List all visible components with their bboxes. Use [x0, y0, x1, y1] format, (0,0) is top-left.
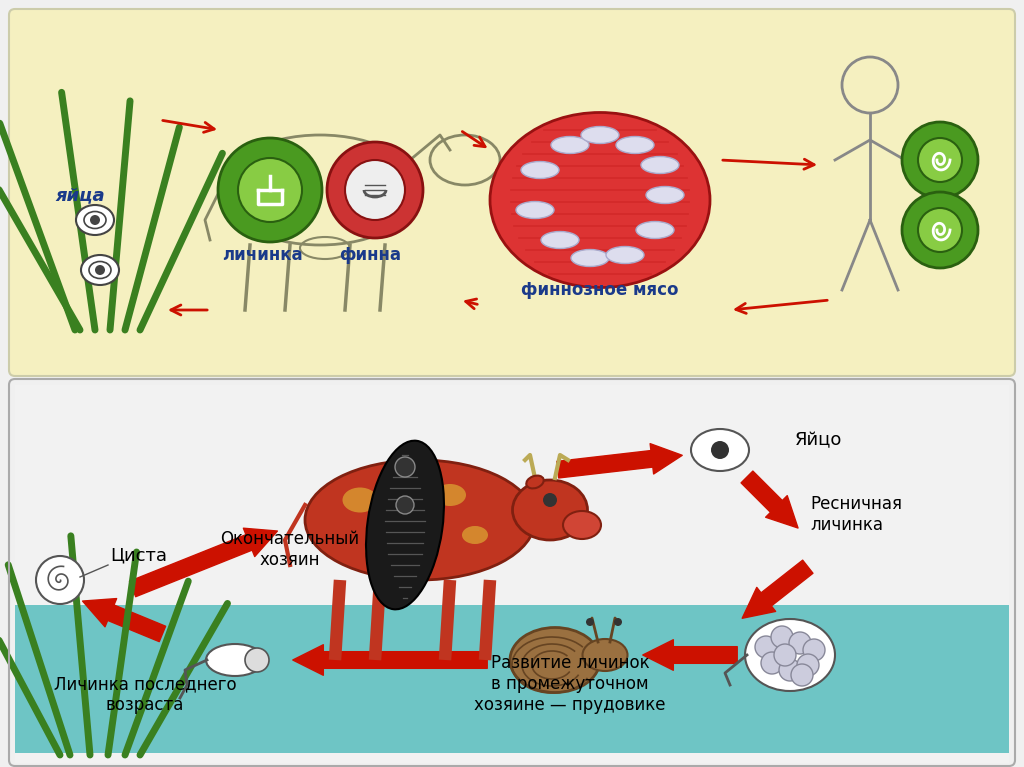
Circle shape — [345, 160, 406, 220]
Circle shape — [614, 618, 622, 626]
Ellipse shape — [386, 520, 414, 540]
Ellipse shape — [581, 127, 618, 143]
Ellipse shape — [646, 186, 684, 203]
Circle shape — [327, 142, 423, 238]
Circle shape — [95, 265, 105, 275]
FancyBboxPatch shape — [15, 385, 1009, 605]
Ellipse shape — [206, 644, 264, 676]
Ellipse shape — [462, 526, 488, 544]
Ellipse shape — [521, 162, 559, 179]
Circle shape — [761, 652, 783, 674]
Ellipse shape — [563, 511, 601, 539]
Ellipse shape — [76, 205, 114, 235]
Circle shape — [543, 493, 557, 507]
Ellipse shape — [606, 246, 644, 264]
Circle shape — [902, 192, 978, 268]
Ellipse shape — [490, 113, 710, 288]
Ellipse shape — [84, 212, 106, 229]
Ellipse shape — [745, 619, 835, 691]
Circle shape — [711, 441, 729, 459]
FancyBboxPatch shape — [15, 605, 1009, 753]
Text: Окончательный
хозяин: Окончательный хозяин — [220, 530, 359, 569]
Circle shape — [755, 636, 777, 658]
Ellipse shape — [551, 137, 589, 153]
Circle shape — [90, 215, 100, 225]
Ellipse shape — [616, 137, 654, 153]
Circle shape — [918, 208, 962, 252]
Ellipse shape — [510, 627, 600, 693]
Ellipse shape — [81, 255, 119, 285]
Ellipse shape — [434, 484, 466, 506]
Circle shape — [396, 496, 414, 514]
Ellipse shape — [89, 262, 111, 278]
Text: Личинка последнего
возраста: Личинка последнего возраста — [53, 675, 237, 714]
FancyBboxPatch shape — [15, 753, 1009, 763]
Circle shape — [803, 639, 825, 661]
Text: яйца: яйца — [55, 186, 104, 204]
Circle shape — [36, 556, 84, 604]
Circle shape — [238, 158, 302, 222]
Ellipse shape — [691, 429, 749, 471]
Ellipse shape — [366, 441, 444, 609]
Ellipse shape — [516, 202, 554, 219]
Circle shape — [797, 654, 819, 676]
Ellipse shape — [583, 639, 628, 671]
Ellipse shape — [571, 249, 609, 266]
Text: личинка: личинка — [221, 246, 302, 264]
Circle shape — [771, 626, 793, 648]
Ellipse shape — [541, 232, 579, 249]
Circle shape — [245, 648, 269, 672]
Ellipse shape — [305, 460, 535, 580]
Text: Ресничная
личинка: Ресничная личинка — [810, 495, 902, 534]
FancyBboxPatch shape — [9, 9, 1015, 376]
Circle shape — [395, 457, 415, 477]
Ellipse shape — [526, 476, 544, 489]
Ellipse shape — [512, 480, 588, 540]
Text: Развитие личинок
в промежуточном
хозяине — прудовике: Развитие личинок в промежуточном хозяине… — [474, 654, 666, 714]
Ellipse shape — [342, 488, 378, 512]
Circle shape — [218, 138, 322, 242]
Text: финнозное мясо: финнозное мясо — [521, 281, 679, 299]
Text: финна: финна — [339, 246, 401, 264]
Circle shape — [902, 122, 978, 198]
Circle shape — [779, 659, 801, 681]
Ellipse shape — [636, 222, 674, 239]
Circle shape — [790, 632, 811, 654]
Circle shape — [918, 138, 962, 182]
Circle shape — [791, 664, 813, 686]
Text: Яйцо: Яйцо — [795, 431, 843, 449]
Circle shape — [774, 644, 796, 666]
Ellipse shape — [641, 156, 679, 173]
Circle shape — [586, 618, 594, 626]
Text: Циста: Циста — [110, 546, 167, 564]
Ellipse shape — [365, 541, 395, 559]
